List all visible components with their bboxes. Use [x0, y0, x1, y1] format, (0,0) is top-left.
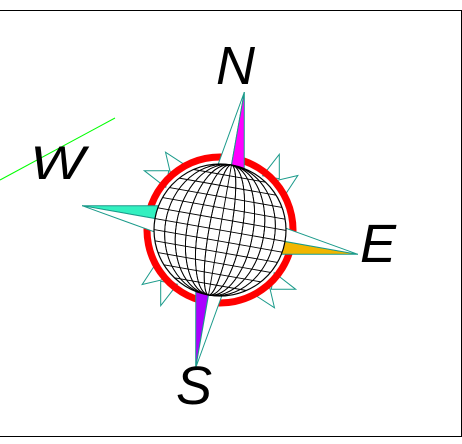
globe-parallel [154, 240, 278, 263]
globe-parallel [157, 207, 287, 231]
compass-rose [81, 91, 359, 369]
cardinal-points [81, 91, 359, 369]
globe-parallel [179, 177, 277, 196]
globe-parallel [169, 187, 283, 208]
globe-parallel [154, 218, 286, 242]
south-label: S [176, 356, 212, 416]
globe-parallel [193, 169, 266, 183]
globe-parallel [163, 264, 261, 283]
north-label: N [216, 36, 256, 96]
globe-parallel [157, 252, 271, 273]
east-label: E [360, 214, 397, 274]
globe-parallel [162, 197, 286, 220]
globe-parallel [174, 277, 247, 291]
west-label: W [30, 137, 90, 190]
globe-parallel [153, 229, 283, 253]
globe [153, 163, 287, 297]
stray-green-line [0, 117, 116, 181]
